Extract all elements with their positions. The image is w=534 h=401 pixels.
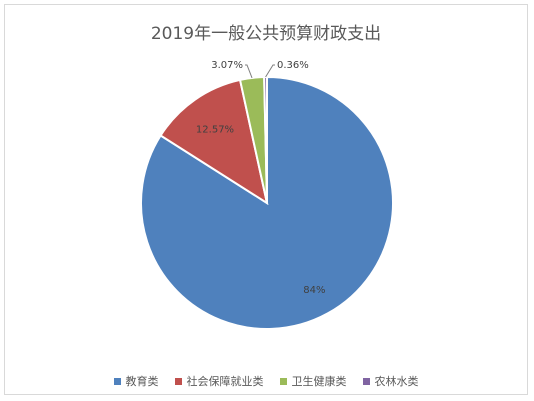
legend-item-health: 卫生健康类 [279, 373, 347, 389]
legend-label: 农林水类 [374, 375, 419, 388]
legend-swatch [174, 377, 182, 385]
legend-label: 卫生健康类 [291, 375, 347, 388]
leader-line [265, 64, 275, 78]
chart-frame: 2019年一般公共预算财政支出 84% 12.57% 3.07% 0.36% 教育类 … [4, 4, 528, 395]
pie-chart: 84% 12.57% 3.07% 0.36% [140, 60, 394, 330]
data-label: 84% [303, 285, 325, 296]
legend-swatch [279, 377, 287, 385]
legend-item-social-security: 社会保障就业类 [174, 373, 264, 389]
legend-label: 教育类 [125, 375, 159, 388]
legend-item-education: 教育类 [113, 373, 159, 389]
data-label: 12.57% [196, 125, 234, 136]
legend: 教育类 社会保障就业类 卫生健康类 农林水类 [5, 373, 527, 389]
legend-item-agriculture: 农林水类 [362, 373, 419, 389]
legend-label: 社会保障就业类 [186, 375, 264, 388]
leader-line [245, 64, 253, 79]
legend-swatch [362, 377, 370, 385]
chart-title: 2019年一般公共预算财政支出 [150, 24, 382, 44]
legend-swatch [113, 377, 121, 385]
data-label: 3.07% [211, 60, 243, 71]
slice-agriculture [263, 75, 268, 204]
slice-social-security [159, 78, 269, 206]
data-label: 0.36% [277, 60, 309, 71]
